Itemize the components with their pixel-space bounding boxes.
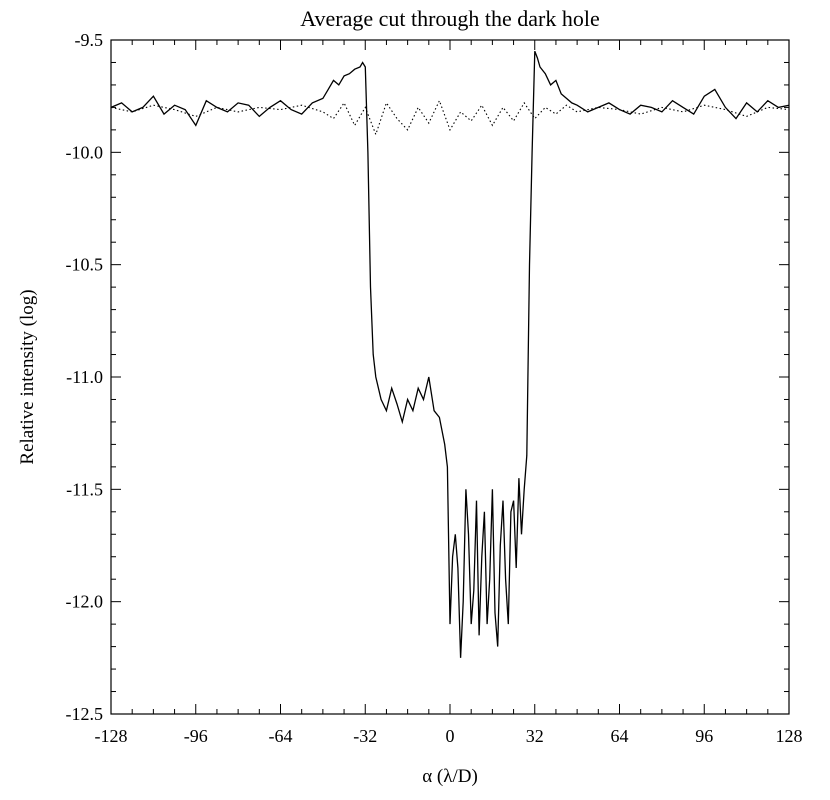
x-tick-label: 96 <box>695 726 713 746</box>
y-tick-label: -12.0 <box>66 592 104 612</box>
x-axis: -128 -96 -64 -32 0 32 64 96 128 <box>95 40 803 746</box>
y-axis-label: Relative intensity (log) <box>17 289 38 464</box>
y-tick-label: -11.5 <box>66 479 103 499</box>
chart-title: Average cut through the dark hole <box>300 6 600 31</box>
series-2-line <box>110 99 790 137</box>
y-tick-label: -12.5 <box>66 704 104 724</box>
x-tick-label: -96 <box>184 726 208 746</box>
x-tick-label: 32 <box>526 726 544 746</box>
series-1-line <box>110 50 790 658</box>
x-tick-label: 64 <box>611 726 629 746</box>
plot-marks <box>110 50 790 658</box>
x-tick-label: 128 <box>776 726 803 746</box>
y-tick-label: -11.0 <box>66 367 103 387</box>
x-axis-label: α (λ/D) <box>422 766 478 787</box>
x-tick-label: -64 <box>269 726 293 746</box>
y-axis: -9.5 -10.0 -10.5 -11.0 -11.5 -12.0 -12.5 <box>66 30 789 724</box>
x-tick-label: -32 <box>353 726 377 746</box>
y-tick-label: -9.5 <box>75 30 104 50</box>
x-tick-label: -128 <box>95 726 128 746</box>
y-tick-label: -10.0 <box>66 142 104 162</box>
y-tick-label: -10.5 <box>66 255 104 275</box>
x-tick-label: 0 <box>446 726 455 746</box>
